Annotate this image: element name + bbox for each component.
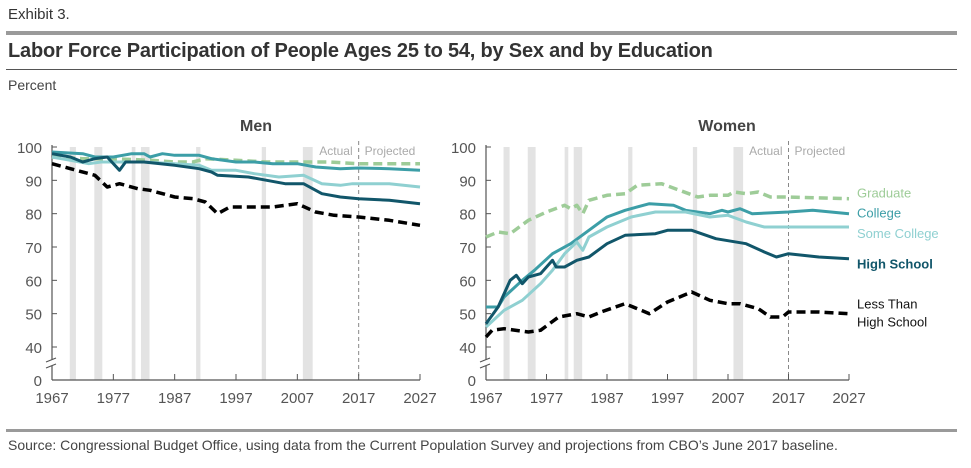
y-tick-label: 0	[34, 373, 42, 390]
x-tick-label: 1987	[590, 390, 623, 407]
y-tick-label: 90	[25, 173, 42, 190]
projected-label: Projected	[365, 144, 416, 158]
y-axis-unit-label: Percent	[8, 77, 57, 93]
y-tick-label: 40	[25, 340, 42, 357]
actual-label: Actual	[749, 144, 782, 158]
y-tick-label: 90	[459, 173, 476, 190]
axis-break-gap	[480, 360, 492, 366]
recession-bar	[140, 147, 150, 380]
recession-bar	[573, 147, 583, 380]
recession-bar	[131, 147, 136, 380]
x-tick-label: 1987	[158, 390, 191, 407]
series-label-high-school: High School	[857, 257, 933, 272]
series-line-less-than-high-school	[51, 162, 421, 228]
series-label-less-than-high-school: High School	[857, 315, 927, 330]
x-tick-label: 1997	[651, 390, 684, 407]
series-line-high-school	[484, 228, 850, 325]
x-tick-label: 2017	[342, 390, 375, 407]
series-line-less-than-high-school	[484, 290, 850, 339]
series-line-graduate	[51, 155, 420, 166]
x-tick-label: 1967	[35, 390, 68, 407]
series-line-graduate	[485, 181, 850, 239]
title-rule	[6, 69, 957, 70]
y-tick-label: 50	[459, 307, 476, 324]
series-label-less-than-high-school: Less Than	[857, 297, 917, 312]
recession-bar	[261, 147, 267, 380]
panel-men: Men Actual Projected 0 40 50 60 70 80 90 100 1967 19…	[17, 118, 437, 407]
axis-break-mark	[479, 357, 491, 369]
series-label-some-college: Some College	[857, 226, 939, 241]
chart-title: Labor Force Participation of People Ages…	[8, 40, 713, 62]
x-tick-label: 1977	[97, 390, 130, 407]
y-tick-label: 60	[25, 273, 42, 290]
x-tick-label: 2007	[711, 390, 744, 407]
recession-bar	[692, 147, 698, 380]
recession-bar	[69, 147, 76, 380]
series-line-some-college	[51, 155, 421, 189]
x-tick-label: 2027	[832, 390, 865, 407]
recession-bar	[628, 147, 633, 380]
series-label-college: College	[857, 206, 901, 221]
y-tick-label: 100	[451, 140, 476, 157]
footer-rule	[6, 429, 957, 432]
x-tick-label: 2007	[281, 390, 314, 407]
panel-title: Men	[240, 118, 272, 135]
recession-bar	[564, 147, 569, 380]
y-tick-label: 0	[468, 373, 476, 390]
y-tick-label: 40	[459, 340, 476, 357]
y-tick-label: 80	[459, 207, 476, 224]
projected-label: Projected	[795, 144, 846, 158]
axis-break-mark	[45, 357, 57, 369]
y-tick-label: 60	[459, 273, 476, 290]
series-line-college	[486, 202, 850, 309]
x-tick-label: 1977	[530, 390, 563, 407]
source-note: Source: Congressional Budget Office, usi…	[8, 437, 838, 453]
panel-women: Women Actual Projected 0 40 50 60 70 80 90 100 1967…	[451, 118, 939, 407]
x-tick-label: 2017	[772, 390, 805, 407]
panel-title: Women	[698, 118, 755, 135]
header-rule	[6, 31, 957, 35]
x-tick-label: 2027	[403, 390, 436, 407]
y-tick-label: 50	[25, 307, 42, 324]
axis-break-gap	[46, 360, 58, 366]
series-line-some-college	[484, 210, 849, 329]
recession-bar	[503, 147, 510, 380]
series-line-high-school	[51, 152, 421, 206]
actual-label: Actual	[319, 144, 352, 158]
recession-bar	[733, 147, 744, 380]
y-tick-label: 70	[459, 240, 476, 257]
recession-bar	[196, 147, 201, 380]
x-tick-label: 1997	[219, 390, 252, 407]
y-tick-label: 80	[25, 207, 42, 224]
y-tick-label: 100	[17, 140, 42, 157]
recession-bar	[527, 147, 536, 380]
series-label-graduate: Graduate	[857, 186, 911, 201]
series-line-college	[51, 150, 421, 172]
x-tick-label: 1967	[469, 390, 502, 407]
recession-bar	[302, 147, 313, 380]
exhibit-label: Exhibit 3.	[8, 6, 70, 23]
y-tick-label: 70	[25, 240, 42, 257]
recession-bar	[94, 147, 103, 380]
